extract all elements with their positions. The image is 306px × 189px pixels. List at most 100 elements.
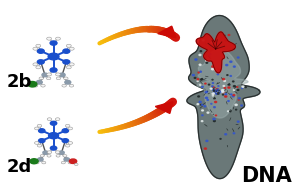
Circle shape [47,73,52,76]
Circle shape [200,51,202,52]
Circle shape [212,95,213,96]
Circle shape [230,94,232,95]
Circle shape [223,92,224,93]
Circle shape [48,53,59,60]
Circle shape [208,56,210,57]
Circle shape [47,77,51,80]
Circle shape [50,68,57,72]
Circle shape [69,84,74,87]
Circle shape [64,77,68,80]
Circle shape [68,142,73,144]
Circle shape [66,44,71,47]
Circle shape [33,63,38,66]
Circle shape [63,60,70,64]
Circle shape [56,155,60,157]
Circle shape [66,66,71,69]
Polygon shape [187,15,260,179]
Circle shape [206,140,208,142]
Circle shape [28,81,37,87]
Circle shape [211,42,212,43]
Circle shape [212,87,214,88]
Circle shape [35,142,39,144]
Circle shape [205,92,207,93]
Circle shape [224,80,226,81]
Circle shape [65,144,70,147]
Circle shape [233,86,236,87]
Circle shape [68,161,72,164]
Circle shape [208,84,210,85]
Circle shape [217,74,218,75]
Polygon shape [155,102,173,113]
Circle shape [213,118,215,120]
Circle shape [202,86,203,87]
Circle shape [47,37,52,40]
Circle shape [212,93,214,94]
Circle shape [37,60,44,64]
Circle shape [225,40,226,41]
Circle shape [199,54,201,56]
Circle shape [50,121,57,125]
Circle shape [47,151,52,154]
Circle shape [39,139,45,143]
Circle shape [36,66,41,69]
Circle shape [39,77,43,80]
Circle shape [59,151,64,154]
Circle shape [245,87,246,88]
Circle shape [222,90,224,91]
Circle shape [41,84,45,87]
Circle shape [228,35,230,36]
Circle shape [222,78,225,80]
Circle shape [202,40,204,41]
Circle shape [226,64,228,66]
Circle shape [233,133,235,134]
Circle shape [65,81,71,84]
Circle shape [206,60,207,61]
Circle shape [222,94,224,95]
Circle shape [237,121,239,122]
Circle shape [212,79,213,80]
Circle shape [225,94,227,95]
Circle shape [221,91,223,92]
Circle shape [33,47,38,50]
Circle shape [55,73,60,76]
Circle shape [33,84,38,87]
Circle shape [228,87,230,88]
Circle shape [36,44,41,47]
Circle shape [47,118,52,121]
Circle shape [218,92,220,93]
Circle shape [237,90,239,91]
Circle shape [230,111,231,112]
Circle shape [200,71,201,72]
Circle shape [237,57,239,58]
Circle shape [200,104,201,105]
Text: DNA: DNA [241,166,292,186]
Circle shape [218,69,219,70]
Circle shape [38,158,43,161]
Circle shape [225,96,227,97]
Circle shape [55,151,60,154]
Circle shape [223,91,225,92]
Circle shape [215,92,216,93]
Circle shape [213,92,215,93]
Circle shape [68,127,73,130]
Circle shape [224,35,225,36]
Circle shape [214,98,215,99]
Circle shape [40,155,44,157]
Circle shape [212,66,214,67]
Circle shape [55,37,60,40]
Circle shape [224,87,226,88]
Circle shape [236,109,237,110]
Circle shape [214,107,215,108]
Circle shape [211,103,212,104]
Circle shape [218,93,219,94]
Circle shape [42,73,48,77]
Circle shape [233,66,235,67]
Circle shape [213,93,214,94]
Circle shape [50,146,57,150]
Circle shape [43,151,48,154]
Circle shape [192,74,195,76]
Circle shape [62,139,69,143]
Circle shape [202,104,203,105]
Circle shape [216,93,218,94]
Circle shape [213,90,215,91]
